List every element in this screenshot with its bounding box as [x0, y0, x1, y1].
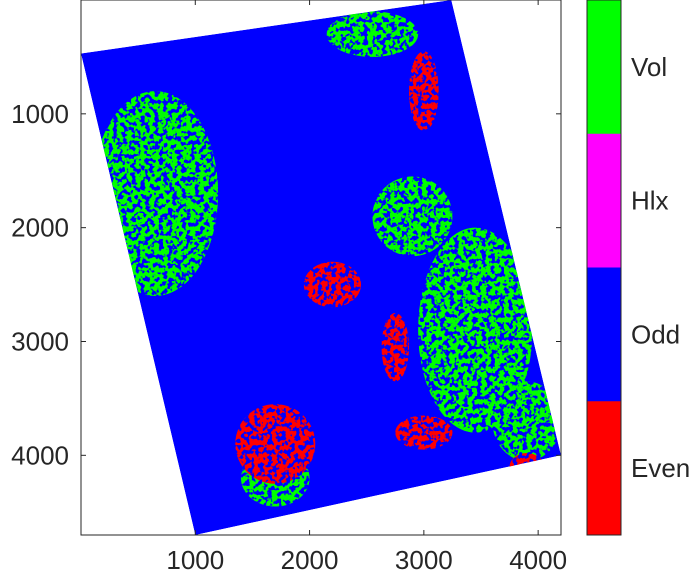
colorbar-swatch-odd — [587, 267, 621, 402]
colorbar-swatch-even — [587, 401, 621, 536]
class-region-even-8 — [381, 313, 409, 382]
class-region-even-11 — [395, 415, 453, 450]
class-region-even-9 — [409, 51, 439, 131]
x-tick-label-1: 2000 — [281, 545, 339, 575]
class-region-even-7 — [303, 261, 361, 308]
colorbar-swatch-hlx — [587, 133, 621, 268]
y-tick-label-1: 2000 — [11, 213, 69, 243]
colorbar-label-odd: Odd — [631, 319, 680, 349]
colorbar-label-even: Even — [631, 453, 690, 483]
y-tick-label-2: 3000 — [11, 326, 69, 356]
colorbar-label-vol: Vol — [631, 52, 667, 82]
colorbar-frame — [586, 0, 622, 536]
axes-frame — [80, 0, 562, 536]
y-tick-label-0: 1000 — [11, 99, 69, 129]
colorbar: Vol Hlx Odd Even — [586, 0, 690, 536]
class-region-even-6 — [235, 404, 316, 484]
colorbar-label-hlx: Hlx — [631, 186, 669, 216]
x-tick-label-2: 3000 — [395, 545, 453, 575]
class-region-vol-3 — [372, 176, 453, 257]
x-axis: 1000 2000 3000 4000 — [166, 0, 567, 575]
class-region-vol-1 — [418, 227, 533, 433]
x-tick-label-0: 1000 — [166, 545, 224, 575]
colorbar-swatch-vol — [587, 0, 621, 135]
class-region-vol-2 — [492, 381, 561, 462]
y-tick-label-3: 4000 — [11, 440, 69, 470]
y-axis: 1000 2000 3000 4000 — [11, 99, 561, 470]
class-region-vol-5 — [326, 11, 419, 57]
x-tick-label-3: 4000 — [509, 545, 567, 575]
